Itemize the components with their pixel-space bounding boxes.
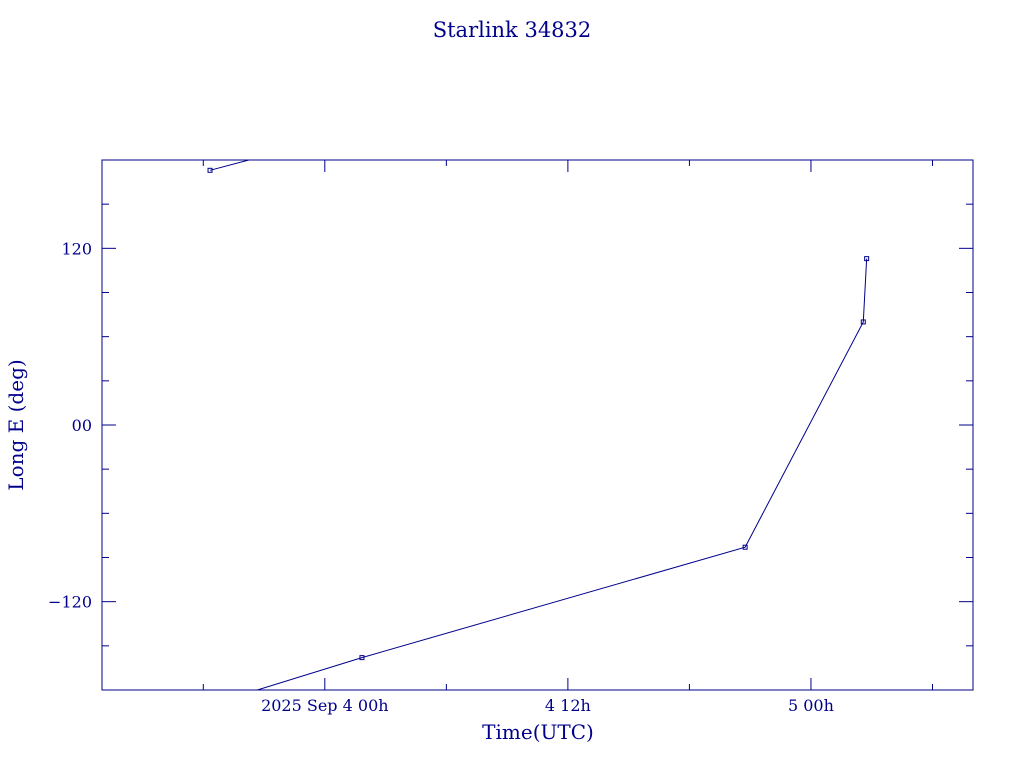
x-tick-label: 5 00h <box>788 696 834 715</box>
y-tick-label: −120 <box>48 593 92 612</box>
data-point <box>864 256 870 262</box>
series-line <box>257 258 868 690</box>
plot-frame <box>101 159 974 691</box>
y-axis-label: Long E (deg) <box>4 359 28 490</box>
chart-title: Starlink 34832 <box>433 18 592 42</box>
y-tick-label: 120 <box>61 239 92 258</box>
x-axis-label: Time(UTC) <box>482 720 594 744</box>
data-point <box>860 319 866 325</box>
series-line <box>209 160 249 171</box>
data-point <box>359 655 365 661</box>
data-point <box>742 544 748 550</box>
plot-area: 2025 Sep 4 00h 4 12h 5 00h 120 00 −120 <box>48 159 974 715</box>
data-point <box>207 167 213 173</box>
y-tick-label: 00 <box>72 416 92 435</box>
x-tick-label: 2025 Sep 4 00h <box>261 696 389 715</box>
x-tick-label: 4 12h <box>545 696 591 715</box>
